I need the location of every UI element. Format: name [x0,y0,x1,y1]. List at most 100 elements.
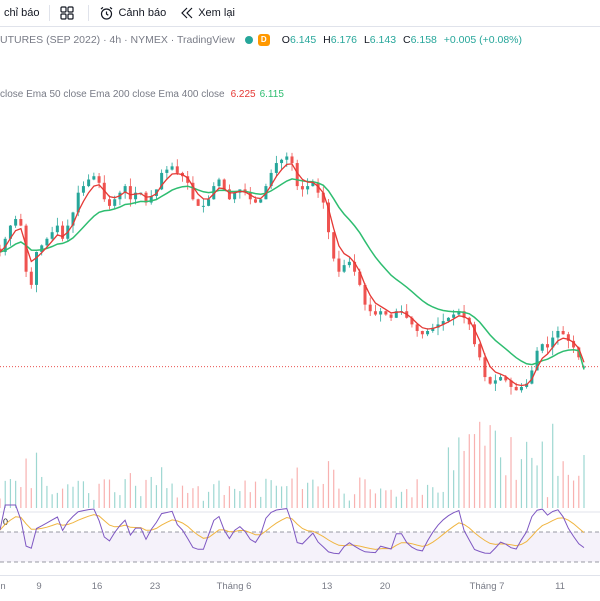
candle-body [358,271,362,285]
price-chart[interactable]: 0 [0,100,600,575]
ohlc-values: O6.145 H6.176 L6.143 C6.158 +0.005 (+0.0… [282,34,526,46]
candle-body [149,195,153,203]
alarm-clock-icon [99,6,114,21]
candle-body [452,314,456,318]
candle-body [556,330,560,338]
volume-bar [369,489,371,508]
volume-bar [317,486,319,508]
layout-grid-button[interactable] [56,0,82,26]
ema-indicator-legend[interactable]: close Ema 50 close Ema 200 close Ema 400… [0,89,284,100]
candle-body [379,311,383,315]
candle-body [3,238,7,252]
x-tick-label: n [0,581,6,592]
volume-bar [98,483,100,508]
x-tick-label: 20 [379,581,391,592]
candle-body [92,176,96,180]
candle-body [233,192,237,200]
volume-bar [270,480,272,508]
volume-bar [385,490,387,508]
volume-bar [176,497,178,508]
candle-body [389,314,393,318]
volume-bar [61,488,64,508]
volume-bar [114,492,116,508]
volume-bar [301,489,304,508]
candle-body [207,199,211,206]
alert-button[interactable]: Cảnh báo [95,0,170,26]
x-tick-label: 9 [36,581,42,592]
candle-body [113,199,117,206]
volume-bar [416,479,418,508]
time-axis[interactable]: n 9 16 23 Tháng 6 13 20 Tháng 7 11 [0,575,600,601]
candle-body [76,192,80,213]
candle-body [71,212,75,226]
volume-bar [442,491,444,508]
candle-body [342,265,346,272]
candle-body [290,156,294,164]
open-key: O [281,34,290,46]
candle-body [337,258,341,272]
candle-body [394,311,398,318]
volume-bar [56,492,58,508]
candle-body [8,225,12,239]
volume-bar [526,441,528,508]
candle-body [274,163,278,173]
candle-body [300,186,304,190]
volume-bar [510,437,512,508]
candle-body [483,357,487,378]
volume-bar [307,482,309,508]
candle-body [295,163,299,187]
volume-bar [129,473,131,508]
volume-bar [254,481,257,508]
candle-body [191,182,195,200]
volume-bar [72,486,74,508]
symbol-title[interactable]: UTURES (SEP 2022) · 4h · NYMEX · Trading… [0,34,235,46]
candle-body [467,317,471,325]
candle-body [493,380,497,384]
rsi-line [0,504,585,555]
candle-body [478,344,482,358]
candle-body [446,317,450,322]
volume-bar [484,445,486,508]
volume-bar [348,500,350,508]
candle-body [259,199,263,203]
candle-body [504,377,508,381]
volume-bar [567,474,569,508]
volume-bar [286,486,288,508]
indicators-button[interactable]: chỉ báo [0,0,43,26]
volume-bar [67,484,69,508]
change-value: +0.005 (+0.08%) [443,34,523,46]
candle-body [186,176,190,183]
volume-bar [296,467,298,508]
candle-body [81,186,85,193]
candle-body [134,192,138,200]
volume-bar [93,499,95,508]
volume-bar [468,434,470,508]
candle-body [285,156,289,160]
candle-body [217,179,221,187]
volume-bar [447,447,450,508]
volume-bar [239,491,241,508]
candle-body [196,199,200,206]
volume-bar [505,475,507,508]
candle-body [165,169,169,173]
volume-bar [406,489,408,508]
x-tick-label: 11 [555,581,565,592]
volume-bar [437,492,439,508]
volume-bar [181,485,184,508]
candle-body [227,189,231,200]
replay-button[interactable]: Xem lại [176,0,239,26]
volume-bar [150,476,152,508]
candle-body [0,248,2,252]
volume-bar [119,495,121,508]
candle-body [45,238,49,246]
volume-bar [489,425,491,508]
volume-bar [9,479,12,508]
volume-bar [327,461,330,508]
candle-body [488,377,492,384]
low-value: 6.143 [369,34,397,46]
replay-label: Xem lại [198,7,235,19]
volume-bar [207,491,210,508]
volume-bar [291,478,293,508]
candle-body [29,271,33,285]
ema-slow-value: 6.115 [259,89,284,100]
